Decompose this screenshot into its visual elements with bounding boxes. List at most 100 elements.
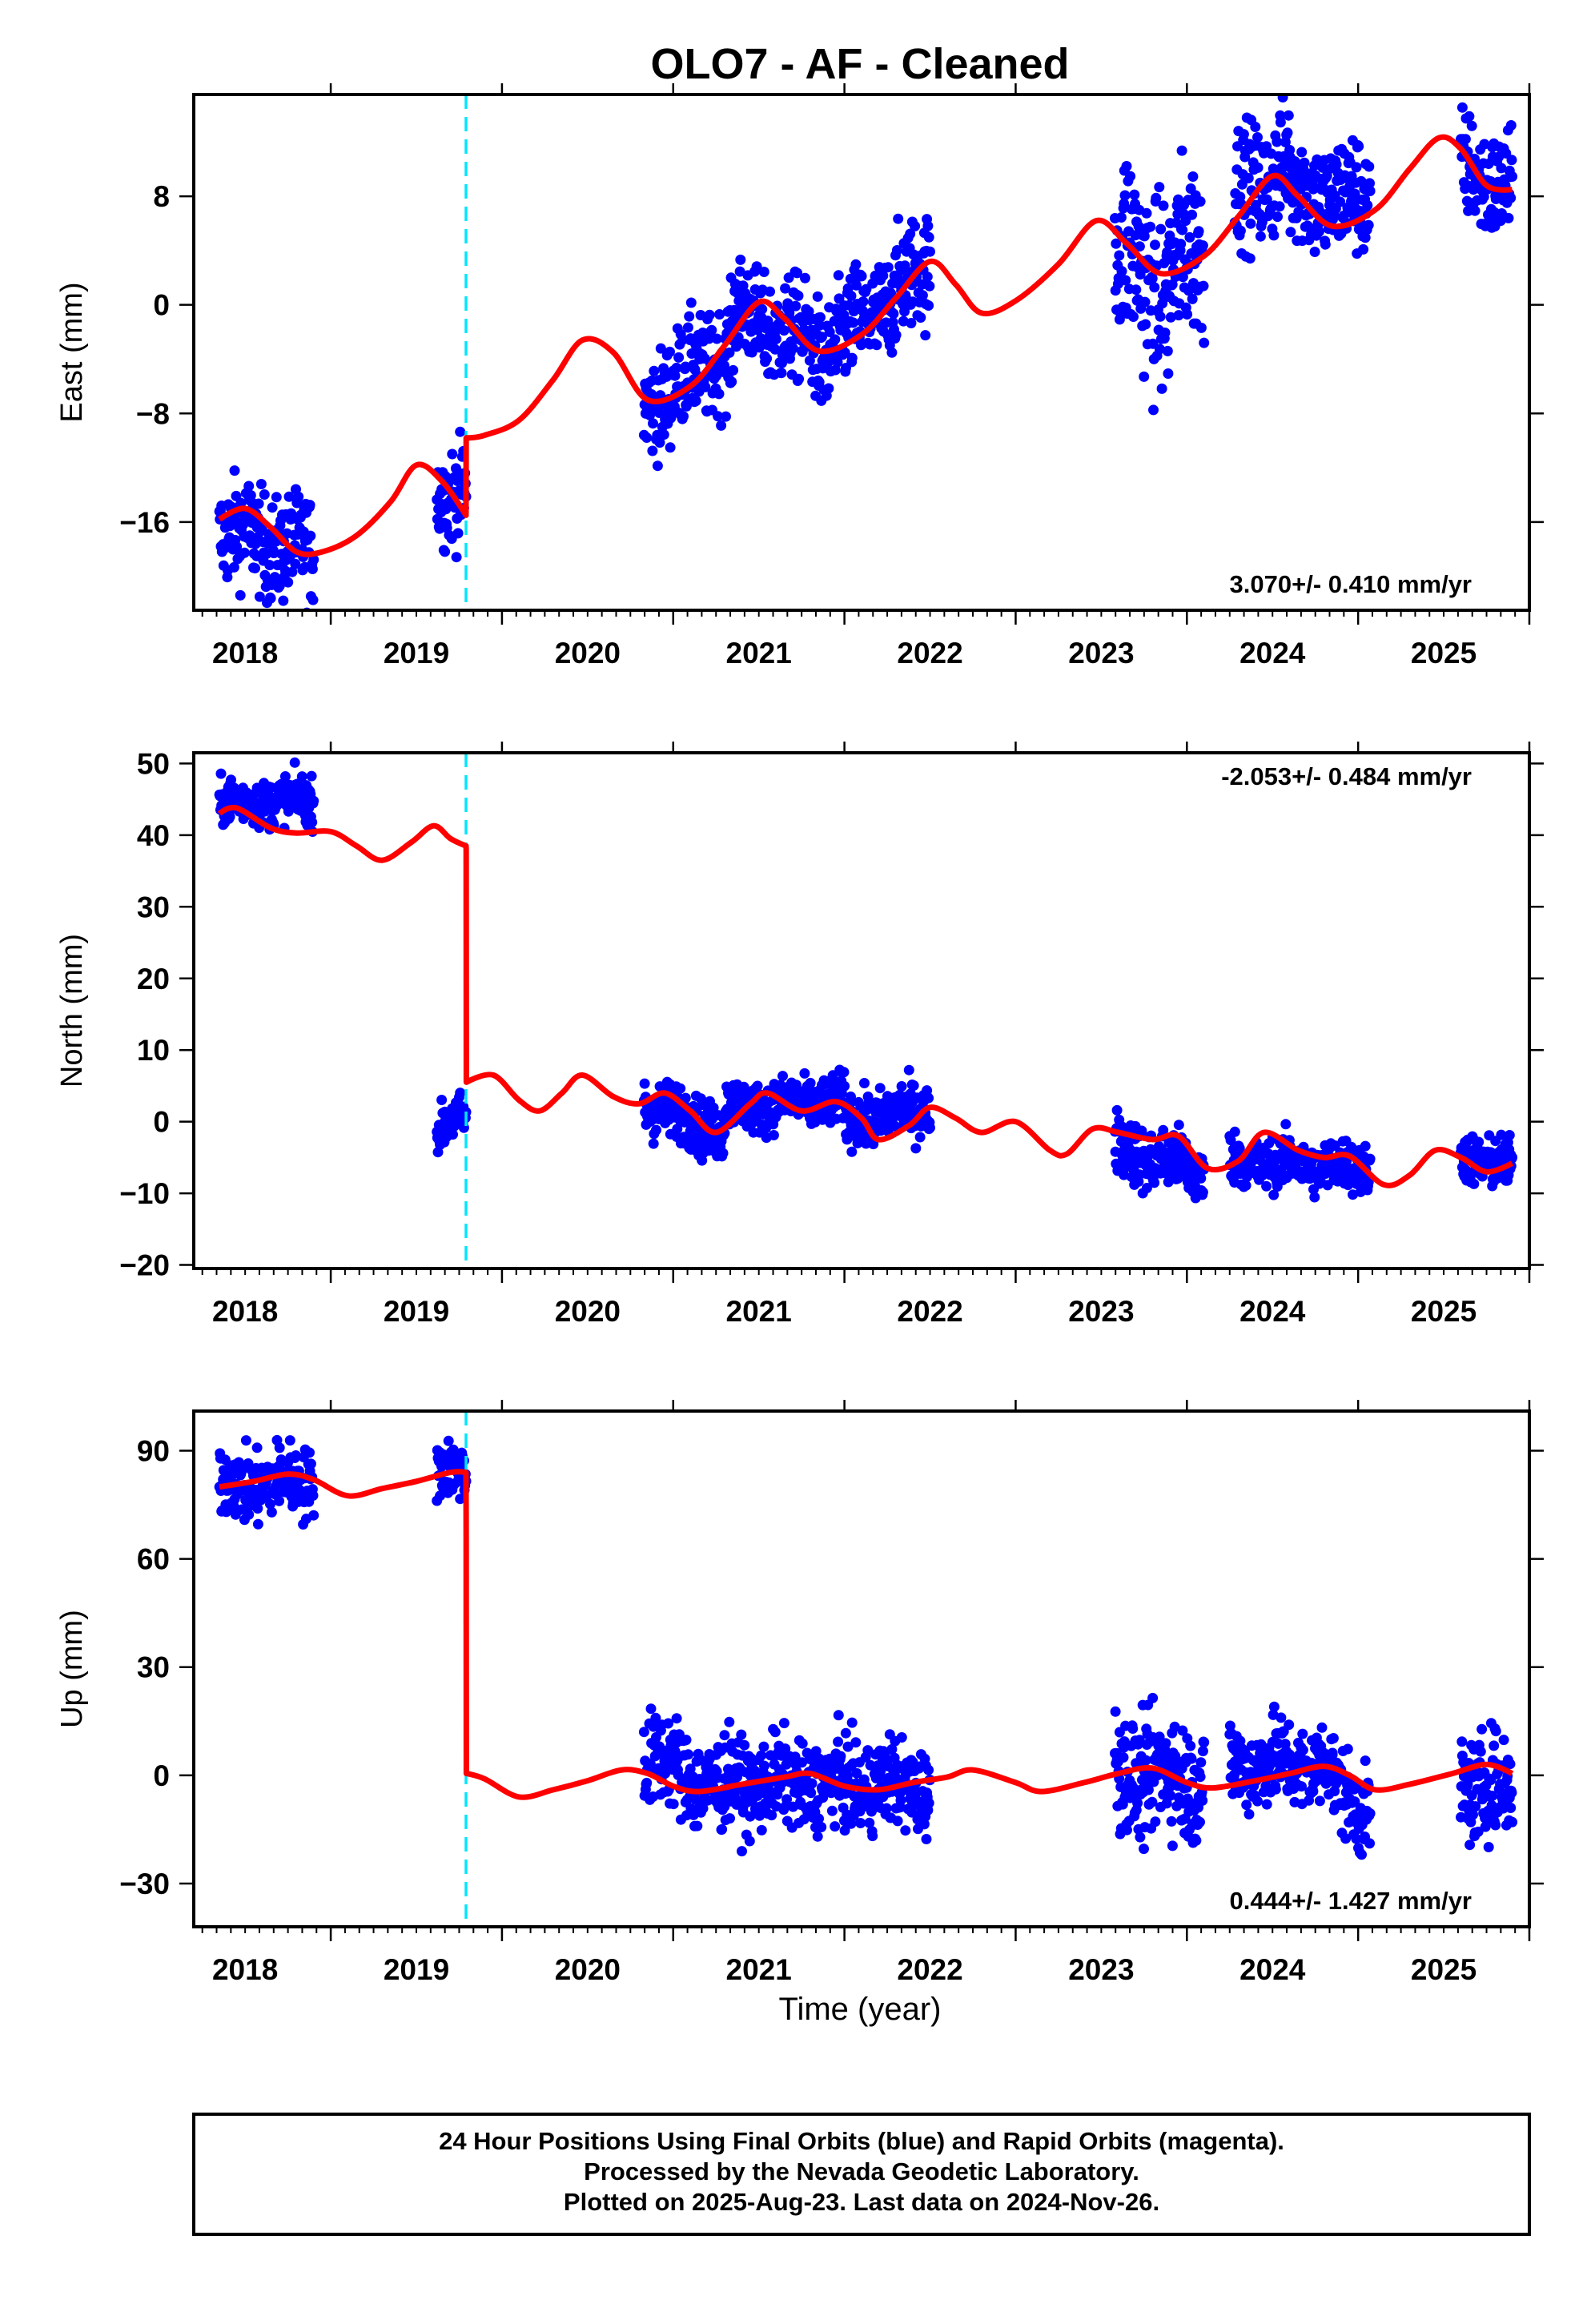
data-point	[685, 297, 697, 308]
data-point	[797, 1738, 808, 1749]
data-point	[756, 1824, 767, 1835]
data-point	[448, 1129, 458, 1140]
data-point	[304, 500, 315, 511]
data-point	[830, 1821, 841, 1832]
data-point	[1503, 212, 1514, 223]
data-point	[1460, 134, 1471, 145]
data-point	[778, 1718, 789, 1729]
data-point	[305, 530, 316, 541]
y-tick-label: −8	[136, 397, 170, 430]
data-point	[1505, 120, 1517, 131]
data-point	[681, 1735, 692, 1746]
data-point	[812, 1831, 823, 1842]
data-point	[900, 1825, 911, 1836]
data-point	[266, 1506, 277, 1518]
data-point	[1252, 132, 1263, 143]
data-point	[1197, 1187, 1208, 1198]
data-point	[680, 1092, 691, 1104]
data-point	[1316, 1722, 1328, 1733]
data-point	[308, 1510, 319, 1521]
data-point	[682, 322, 693, 333]
data-point	[235, 589, 246, 601]
y-tick-label: 40	[137, 819, 170, 852]
data-point	[1128, 312, 1139, 322]
data-point	[683, 1749, 694, 1760]
data-point	[284, 1435, 295, 1446]
data-point	[1296, 1781, 1307, 1792]
data-point	[254, 591, 265, 602]
data-point	[1490, 1819, 1501, 1831]
data-point	[293, 491, 304, 502]
data-point	[1268, 1701, 1280, 1712]
data-point	[739, 1739, 750, 1751]
data-point	[668, 1799, 679, 1810]
x-tick-label: 2024	[1239, 637, 1306, 669]
data-point	[1284, 1719, 1295, 1731]
x-tick-label: 2023	[1068, 1295, 1134, 1328]
data-point	[291, 1450, 301, 1461]
data-point	[1195, 1771, 1206, 1783]
data-point	[1141, 207, 1152, 219]
data-point	[1275, 117, 1286, 128]
data-point	[1241, 1799, 1252, 1811]
data-point	[1235, 225, 1246, 236]
data-point	[1456, 1736, 1468, 1747]
data-point	[1157, 298, 1168, 309]
x-tick-label: 2025	[1411, 637, 1476, 669]
data-point	[920, 330, 931, 341]
data-point	[1125, 171, 1136, 182]
data-point	[1160, 1738, 1171, 1749]
data-point	[766, 1810, 777, 1821]
data-point	[833, 1736, 844, 1747]
data-point	[864, 1817, 875, 1828]
data-point	[752, 1080, 763, 1092]
data-point	[1151, 192, 1162, 203]
data-point	[891, 245, 902, 255]
data-point	[758, 267, 769, 277]
plot-frame	[192, 1409, 1531, 1928]
data-point	[713, 388, 725, 400]
plot-frame	[192, 93, 1531, 612]
x-tick-label: 2018	[212, 1953, 278, 1986]
data-point	[455, 426, 466, 437]
data-point	[793, 373, 805, 384]
y-tick-label: −16	[119, 506, 170, 539]
y-axis-label: Up (mm)	[55, 1610, 89, 1728]
data-point	[251, 1442, 263, 1454]
data-point	[1150, 239, 1160, 251]
data-point	[736, 1729, 747, 1740]
data-point	[1161, 1798, 1172, 1809]
data-point	[1122, 1824, 1132, 1835]
data-point	[1254, 208, 1265, 219]
data-point	[641, 1777, 653, 1788]
data-point	[283, 491, 295, 502]
y-tick-label: 0	[153, 289, 170, 322]
data-point	[1487, 1791, 1498, 1801]
data-point	[846, 1717, 858, 1728]
data-point	[1176, 145, 1187, 156]
data-point	[1364, 1808, 1376, 1819]
data-point	[1175, 239, 1187, 250]
data-point	[641, 432, 653, 443]
data-point	[776, 368, 787, 379]
data-point	[1255, 231, 1266, 242]
data-point	[671, 362, 682, 373]
data-point	[832, 356, 843, 368]
data-point	[1314, 1795, 1325, 1807]
data-point	[1145, 221, 1156, 232]
data-point	[274, 1442, 285, 1454]
data-point	[726, 376, 737, 388]
data-point	[1177, 1725, 1188, 1736]
y-tick-label: 50	[137, 747, 170, 780]
data-point	[648, 418, 658, 429]
rate-label: -2.053+/- 0.484 mm/yr	[1221, 762, 1472, 790]
data-point	[896, 1732, 907, 1743]
data-point	[654, 437, 665, 448]
data-point	[1167, 1840, 1178, 1852]
data-point	[1475, 1746, 1486, 1757]
data-point	[1296, 147, 1308, 158]
data-point	[1118, 1752, 1129, 1763]
data-point	[1139, 371, 1150, 382]
data-point	[713, 411, 724, 422]
data-point	[296, 771, 307, 782]
